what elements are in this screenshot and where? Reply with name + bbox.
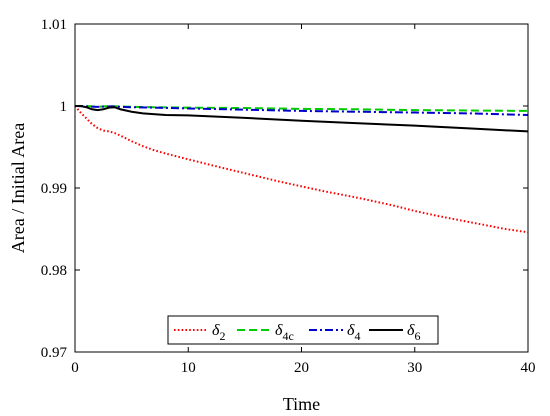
legend-label-4c: δ4c [275,322,294,343]
legend: δ2 δ4c δ4 δ6 [167,315,439,345]
x-tick-label: 20 [294,360,309,376]
legend-label-2: δ2 [212,322,225,343]
series-line-6 [75,105,529,133]
plot-area [74,104,529,234]
y-tick-label: 1.01 [41,17,67,33]
x-tick-label: 0 [71,360,79,376]
y-tick-label: 0.98 [41,263,67,279]
y-tick-label: 0.97 [41,345,68,361]
x-tick-label: 40 [521,360,536,376]
x-tick-label: 30 [407,360,422,376]
legend-label-6: δ6 [407,322,420,343]
legend-label-4: δ4 [347,322,360,343]
y-axis-label: Area / Initial Area [8,123,28,253]
y-tick-label: 0.99 [41,181,67,197]
x-axis-label: Time [283,394,320,414]
series-line-4 [74,105,529,117]
x-tick-label: 10 [181,360,196,376]
axis-ticks: 0 10 20 30 40 0.97 0.98 0.99 1 1.01 [41,17,536,376]
y-tick-label: 1 [60,99,68,115]
